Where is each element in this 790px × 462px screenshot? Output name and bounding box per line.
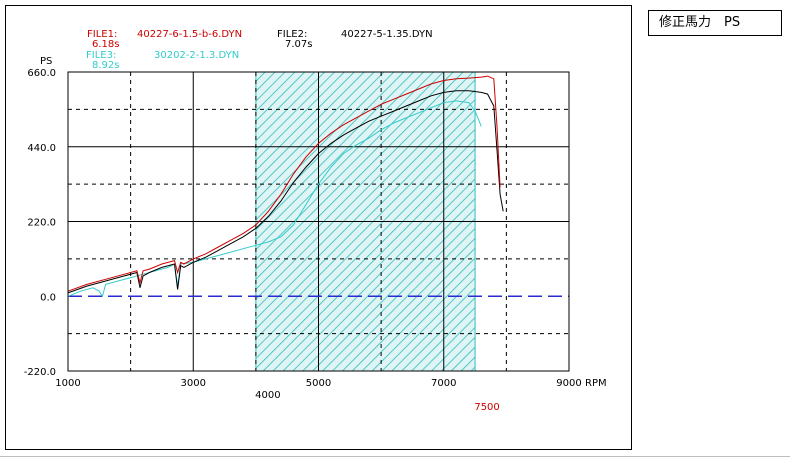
plot-frame [67,71,570,372]
x-tick-label: 3000 [181,378,206,389]
y-tick-label: 440.0 [27,143,56,154]
x-tick-label: 1000 [55,378,80,389]
legend-file3-name: 30202-2-1.3.DYN [154,50,239,61]
y-tick-label: -220.0 [24,367,56,378]
x-unit-label: RPM [585,378,607,389]
legend-file3-time: 8.92s [92,60,119,71]
legend-file1-name: 40227-6-1.5-b-6.DYN [137,29,242,40]
corrected-power-box: 修正馬力 PS [648,10,782,36]
bottom-divider [0,456,790,457]
legend-file1-time: 6.18s [92,39,119,50]
y-unit-label: PS [40,56,52,67]
tick-labels: 1000 3000 5000 7000 9000 -220.0 0.0 220.0 440.0 6… [24,68,582,413]
highlight-start-label: 4000 [255,390,280,401]
y-tick-label: 660.0 [27,68,56,79]
legend: FILE1: 40227-6-1.5-b-6.DYN 6.18s FILE2: … [86,29,433,71]
series-file1-line [67,75,501,292]
x-tick-label: 9000 [556,378,581,389]
x-tick-label: 7000 [431,378,456,389]
grid [68,72,569,371]
legend-file2-time: 7.07s [285,39,312,50]
highlight-end-label: 7500 [474,402,499,413]
legend-file2-name: 40227-5-1.35.DYN [341,29,433,40]
x-tick-label: 5000 [306,378,331,389]
y-tick-label: 220.0 [27,218,56,229]
series-file3-line [67,100,482,298]
legend-file1-label: FILE1: [87,29,117,40]
y-tick-label: 0.0 [40,292,56,303]
series-file2-line [67,90,504,294]
series [67,75,504,298]
legend-file2-label: FILE2: [277,29,307,40]
legend-file3-label: FILE3: [86,50,116,61]
